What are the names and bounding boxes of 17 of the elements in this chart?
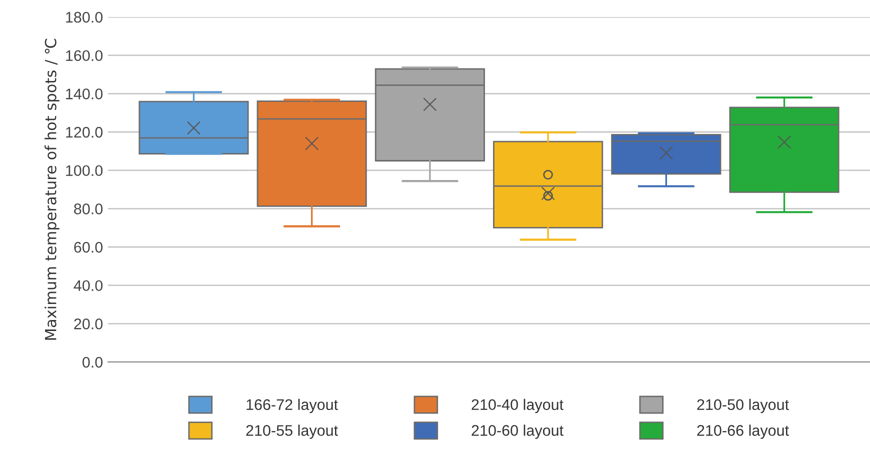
y-tick-label: 180.0: [66, 12, 103, 23]
legend-label: 210-40 layout: [472, 398, 564, 414]
y-tick-label: 120.0: [66, 126, 103, 138]
y-tick-label: 0.0: [82, 356, 103, 368]
y-tick-label: 60.0: [74, 242, 103, 253]
y-tick-label: 40.0: [74, 280, 103, 292]
y-tick-label: 100.0: [66, 165, 103, 176]
legend-label: 210-55 layout: [246, 424, 338, 439]
legend-label: 166-72 layout: [246, 398, 338, 414]
legend-label: 210-66 layout: [697, 424, 789, 439]
y-axis-title: Maximum temperature of hot spots / ℃: [44, 38, 60, 340]
y-tick-label: 80.0: [74, 204, 103, 214]
legend-label: 210-60 layout: [472, 424, 564, 439]
y-tick-label: 160.0: [66, 50, 103, 62]
legend-label: 210-50 layout: [697, 398, 789, 414]
y-tick-label: 140.0: [66, 88, 103, 100]
y-tick-label: 20.0: [74, 318, 103, 330]
